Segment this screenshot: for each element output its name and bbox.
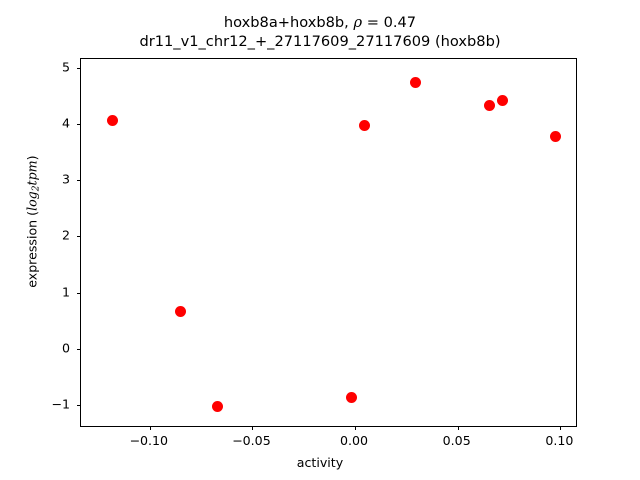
x-axis-tick — [355, 426, 357, 430]
data-point — [211, 400, 223, 412]
chart-title-line-1: hoxb8a+hoxb8b, ρ = 0.47 — [0, 13, 640, 32]
rho-value: = 0.47 — [362, 14, 417, 31]
data-point — [175, 306, 187, 318]
x-axis-tick-label: 0.00 — [340, 433, 369, 448]
title-gene-pair: hoxb8a+hoxb8b, — [223, 14, 354, 31]
y-axis-label-suffix: ) — [24, 155, 40, 161]
y-axis-tick — [77, 348, 81, 350]
y-axis-tick — [77, 124, 81, 126]
chart-title-line-2: dr11_v1_chr12_+_27117609_27117609 (hoxb8… — [139, 33, 501, 50]
y-axis-tick-label: 3 — [61, 171, 70, 187]
data-point — [484, 99, 496, 111]
data-point — [496, 95, 508, 107]
plot-axes — [77, 58, 577, 430]
y-axis-tick — [77, 236, 81, 238]
y-axis-label: expression (log2tpm) — [24, 92, 41, 352]
y-axis-label-log: log — [24, 191, 40, 211]
data-point — [409, 76, 421, 88]
data-point — [106, 114, 118, 126]
y-axis-tick — [77, 180, 81, 182]
y-axis-tick — [77, 292, 81, 294]
x-axis-tick-label: 0.05 — [442, 433, 471, 448]
y-axis-tick-label: 1 — [61, 284, 70, 300]
y-axis-label-sub: 2 — [31, 185, 42, 192]
y-axis-tick-label: 5 — [61, 59, 70, 75]
plot-data-area — [81, 59, 576, 426]
rho-symbol: ρ — [353, 14, 363, 31]
y-axis-label-prefix: expression ( — [24, 210, 40, 288]
data-point — [345, 392, 357, 404]
x-axis-tick — [149, 426, 151, 430]
y-axis-tick-label: −1 — [51, 396, 70, 412]
y-axis-tick-label: 4 — [61, 115, 70, 131]
chart-title: hoxb8a+hoxb8b, ρ = 0.47 dr11_v1_chr12_+_… — [0, 13, 640, 51]
x-axis-tick-label: −0.10 — [129, 433, 169, 448]
x-axis-tick — [457, 426, 459, 430]
y-axis-tick — [77, 67, 81, 69]
x-axis-tick-label: −0.05 — [232, 433, 271, 448]
x-axis-label: activity — [296, 455, 344, 470]
x-axis-tick — [252, 426, 254, 430]
x-axis-tick-label: 0.10 — [545, 433, 574, 448]
y-axis-tick-label: 2 — [61, 227, 70, 243]
x-axis-tick — [560, 426, 562, 430]
y-axis-label-unit: tpm — [24, 160, 40, 186]
y-axis-tick-label: 0 — [61, 340, 70, 356]
data-point — [550, 131, 562, 142]
y-axis-tick — [77, 404, 81, 406]
data-point — [359, 120, 371, 132]
